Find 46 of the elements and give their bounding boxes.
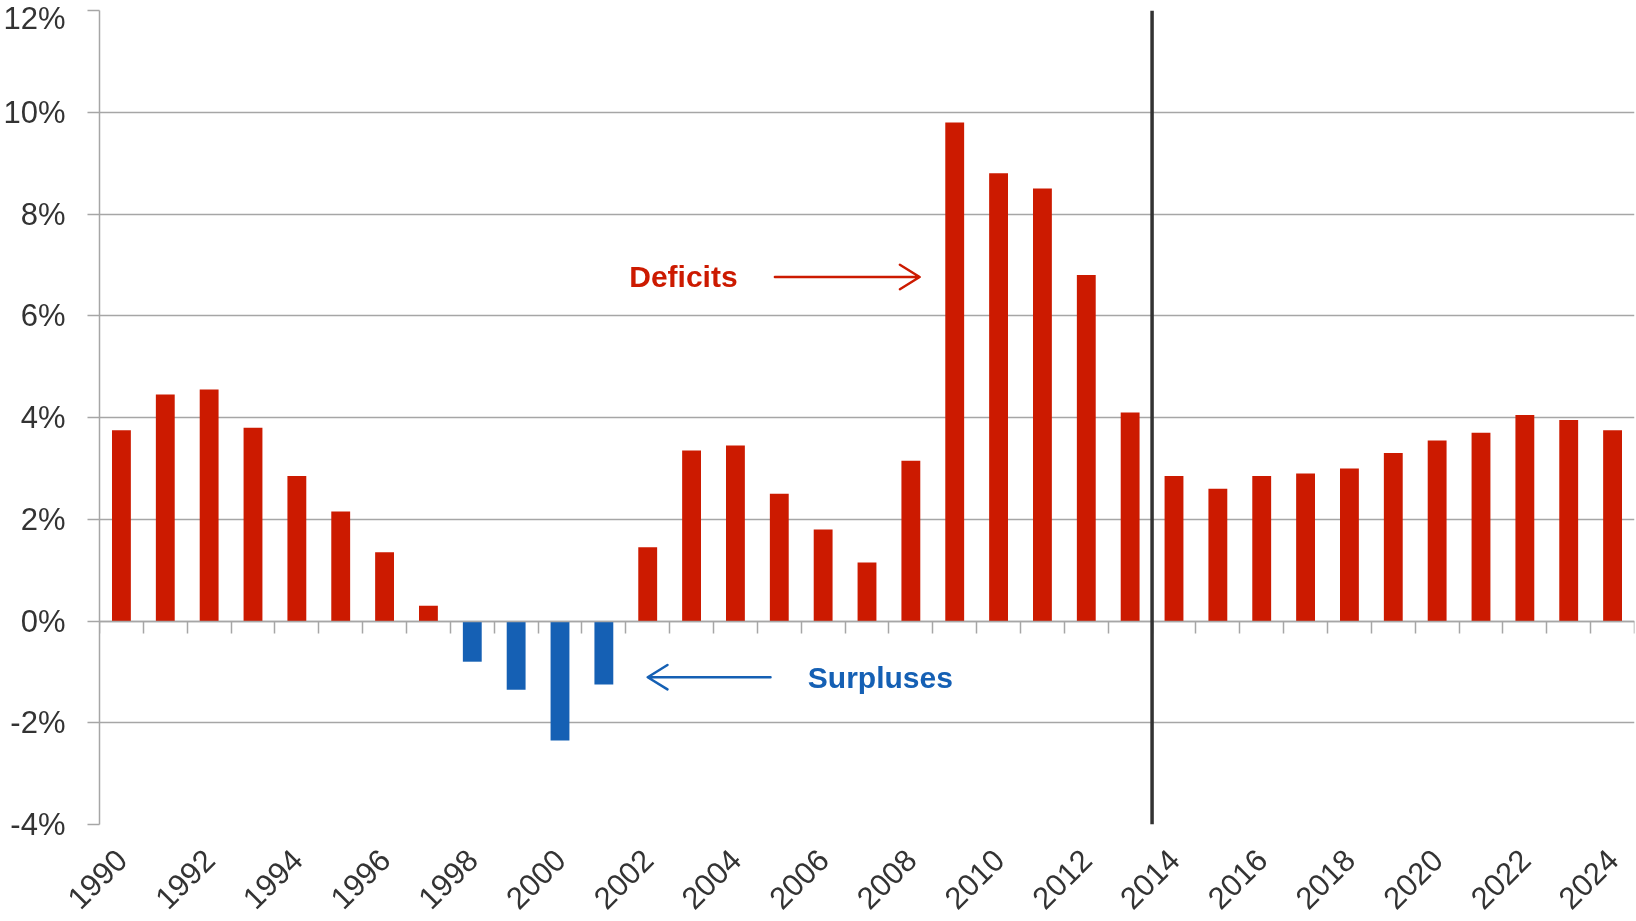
y-tick-label: 0% bbox=[20, 603, 66, 639]
bar bbox=[1383, 453, 1403, 621]
bar bbox=[945, 122, 965, 621]
bar bbox=[638, 547, 658, 621]
bar bbox=[287, 476, 307, 621]
bar bbox=[199, 389, 219, 621]
bar bbox=[331, 511, 351, 621]
bar bbox=[1559, 420, 1579, 621]
y-tick-label: 12% bbox=[3, 0, 66, 36]
bar bbox=[1340, 468, 1359, 621]
y-tick-label: 8% bbox=[20, 196, 66, 232]
bar bbox=[1120, 412, 1140, 621]
y-tick-label: 6% bbox=[20, 298, 66, 334]
bar bbox=[857, 562, 877, 621]
y-tick-label: -2% bbox=[10, 705, 66, 741]
bar bbox=[1471, 432, 1491, 621]
bar bbox=[112, 430, 131, 621]
annotation: Surpluses bbox=[807, 660, 953, 694]
bar bbox=[1427, 440, 1447, 621]
y-tick-label: 4% bbox=[20, 400, 66, 435]
bar bbox=[594, 621, 614, 685]
bar bbox=[1603, 430, 1622, 621]
y-tick-label: 2% bbox=[20, 501, 66, 537]
bar bbox=[769, 493, 789, 621]
bar bbox=[1252, 476, 1272, 621]
bar bbox=[506, 621, 526, 690]
bar bbox=[1208, 488, 1228, 621]
bar bbox=[1164, 476, 1184, 621]
bar bbox=[1076, 275, 1096, 621]
bar bbox=[682, 450, 701, 621]
bar bbox=[813, 529, 833, 621]
bar bbox=[375, 552, 394, 621]
bar bbox=[989, 173, 1008, 621]
annotation: Deficits bbox=[629, 260, 738, 294]
bar bbox=[155, 394, 175, 621]
bar bbox=[419, 605, 438, 621]
bar bbox=[1296, 473, 1315, 621]
bar bbox=[901, 460, 921, 621]
bar bbox=[1515, 414, 1535, 621]
y-tick-label: 10% bbox=[3, 94, 66, 130]
y-tick-label: -4% bbox=[10, 807, 66, 842]
bar bbox=[1033, 188, 1052, 621]
bar bbox=[726, 445, 745, 621]
bar bbox=[550, 621, 570, 741]
bar bbox=[243, 427, 263, 621]
bar bbox=[462, 621, 482, 662]
